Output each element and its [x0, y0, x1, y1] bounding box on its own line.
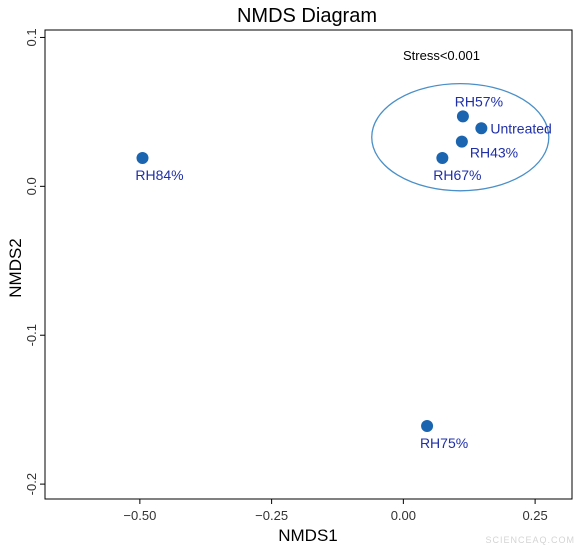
- chart-title: NMDS Diagram: [237, 5, 377, 27]
- point-label: Untreated: [490, 120, 551, 136]
- point-label: RH67%: [433, 167, 481, 183]
- data-point: [436, 152, 449, 165]
- x-tick-label: 0.00: [391, 508, 416, 523]
- watermark-text: SCIENCEAQ.COM: [485, 535, 575, 545]
- data-points: RH84% RH57% Untreated RH43% RH67% RH75%: [135, 93, 551, 451]
- y-axis-ticks: -0.2 -0.1 0.0 0.1: [24, 28, 45, 495]
- y-tick-label: 0.1: [24, 28, 39, 46]
- data-point: [475, 122, 488, 135]
- data-point: [455, 135, 468, 148]
- stress-annotation: Stress<0.001: [403, 48, 480, 63]
- data-point: [456, 110, 469, 123]
- y-tick-label: -0.1: [24, 324, 39, 346]
- point-label: RH43%: [470, 145, 518, 161]
- data-point: [136, 152, 149, 165]
- x-tick-label: −0.50: [123, 508, 156, 523]
- x-tick-label: −0.25: [255, 508, 288, 523]
- cluster-ellipse: [371, 82, 550, 192]
- point-label: RH57%: [455, 93, 503, 109]
- y-tick-label: 0.0: [24, 177, 39, 195]
- y-tick-label: -0.2: [24, 473, 39, 495]
- data-point: [421, 420, 434, 433]
- point-label: RH75%: [420, 435, 468, 451]
- x-axis-ticks: −0.50 −0.25 0.00 0.25: [123, 499, 548, 523]
- x-tick-label: 0.25: [522, 508, 547, 523]
- y-axis-label: NMDS2: [6, 238, 25, 298]
- plot-area: [44, 29, 573, 500]
- x-axis-label: NMDS1: [278, 526, 338, 545]
- point-label: RH84%: [135, 167, 183, 183]
